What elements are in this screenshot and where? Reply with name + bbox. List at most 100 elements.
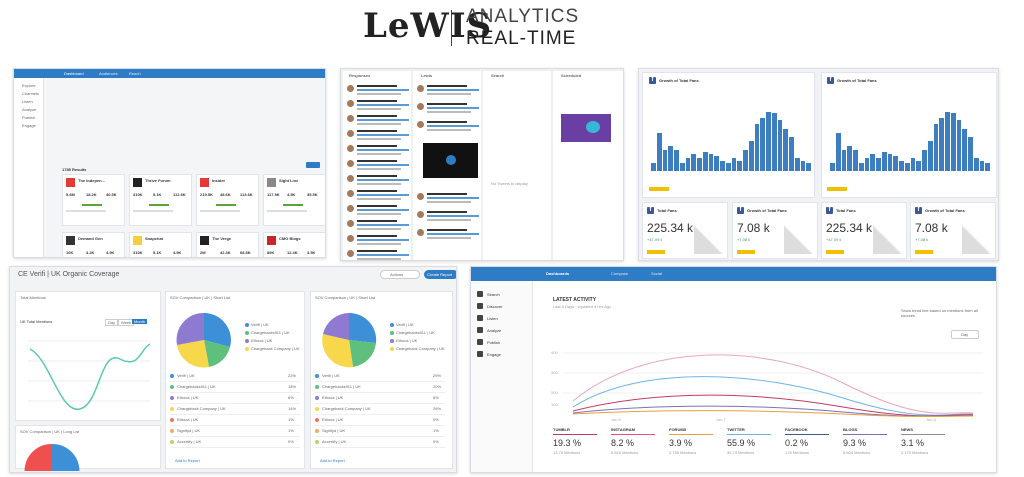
sidebar-item[interactable]: Analyze [487,328,502,333]
profile-stat: 310K [133,250,143,255]
tile-sparkline [694,224,724,254]
sidebar-item-engage[interactable]: Engage [22,123,36,128]
legend-label: Verifi | UK [251,322,269,327]
profile-card[interactable] [129,174,192,226]
tweet-author [357,130,397,132]
trend-line-checkbox[interactable]: Show trend line based on mentions from a… [901,308,978,318]
toggle-day[interactable]: Day [105,319,119,326]
header-title-2: REAL-TIME [466,28,577,49]
sidebar-item[interactable]: Search [487,292,500,297]
pie-chart-left [176,312,231,368]
actions-label: Actions [390,272,404,277]
sidebar-item[interactable]: Engage [487,352,501,357]
line-chart-label: UK Total Mentions [20,319,53,324]
brand-logo: LeWIS [363,6,493,46]
profile-stat: 5.6M [66,192,75,197]
actions-button[interactable] [380,270,420,279]
profile-avatar [200,236,209,245]
legend-row-label: Chargebacks911 | UK [322,384,361,389]
toggle-month[interactable]: Month [132,319,148,324]
tab-reach[interactable]: Reach [129,71,141,76]
profile-stat: 18.2K [86,192,97,197]
sidebar-item[interactable]: Listen [487,316,498,321]
legend-label: Verifi | UK [396,322,414,327]
profile-name: Snapchat [145,236,164,241]
source-name: NEWS [901,427,913,432]
divider [170,403,300,404]
divider [315,403,445,404]
sidebar-item-channels[interactable]: Channels [22,91,39,96]
legend-dot [315,407,319,411]
tweet-text [357,104,409,106]
sidebar-icon [477,315,483,321]
legend-row-label: Ethoca | UK [322,417,344,422]
chart-bar [777,120,783,171]
sidebar-item-analyze[interactable]: Analyze [22,107,37,112]
legend-row-value: 20% [433,384,442,389]
nav-dashboards[interactable]: Dashboards [546,271,570,276]
chart-bar [806,162,811,171]
tweet-text [357,258,401,260]
play-icon[interactable] [446,155,456,165]
filter-button[interactable] [306,162,320,168]
tweet-text [427,233,479,235]
legend-row-label: Accertify | UK [177,439,202,444]
divider [315,381,445,382]
chart-badge-left [649,187,669,191]
tab-dashboard[interactable]: Dashboard [64,71,84,76]
tweet-author [427,229,467,231]
source-name: TWITTER [727,427,745,432]
tweet-author [427,193,467,195]
divider [315,447,445,448]
legend-dot [315,440,319,444]
create-report-button[interactable] [424,270,456,279]
avatar [417,103,424,110]
header-title-1: ANALYTICS [466,6,580,27]
sidebar-item-listen[interactable]: Listen [22,99,33,104]
chart-bar [754,124,760,171]
nav-compose[interactable]: Compose [611,271,629,276]
profile-stat: 35.5K [307,192,318,197]
growth-chart-left [642,72,815,198]
legend-dot [170,407,174,411]
avatar [417,85,424,92]
tweet-text [357,198,401,200]
avatar [347,130,354,137]
chart-badge-right [827,187,847,191]
divider [170,414,300,415]
tab-audiences[interactable]: Audiences [99,71,118,76]
chart-bar [887,154,893,171]
source-percent: 3.1 % [901,438,925,448]
column-title-lewis: Lewis [421,73,433,78]
chart-bar [979,160,985,171]
sidebar [471,281,533,472]
avatar [347,145,354,152]
source-percent: 19.3 % [553,438,582,448]
profile-name: Insider [212,178,226,183]
source-percent: 55.9 % [727,438,756,448]
sidebar-item-publish[interactable]: Publish [22,115,36,120]
source-percent: 0.2 % [785,438,809,448]
sidebar-item-explore[interactable]: Explore [22,83,36,88]
chart-bar [720,160,725,171]
legend-row-value: 0% [433,439,439,444]
divider [315,425,445,426]
tile-title: Growth of Total Fans [925,208,965,213]
add-to-report-link[interactable]: Add to Report [320,458,345,463]
add-to-report-link[interactable]: Add to Report [175,458,200,463]
legend-label: Chargeback Company | UK [251,346,300,351]
x-tick: Jun 6 [611,417,621,422]
profile-stat: 2M [200,250,206,255]
tweet-author [357,175,397,177]
chart-bar [870,154,875,171]
nav-social[interactable]: Social [651,271,662,276]
chart-bar [933,124,939,171]
sidebar-item[interactable]: Publish [487,340,501,345]
sidebar-item[interactable]: Discover [487,304,503,309]
source-count: 176 Mentions [785,450,810,455]
tweet-text [427,111,471,113]
day-dropdown[interactable] [951,330,979,339]
tweet-text [427,201,471,203]
chart-bar [945,111,950,171]
chart-bar [748,141,754,171]
